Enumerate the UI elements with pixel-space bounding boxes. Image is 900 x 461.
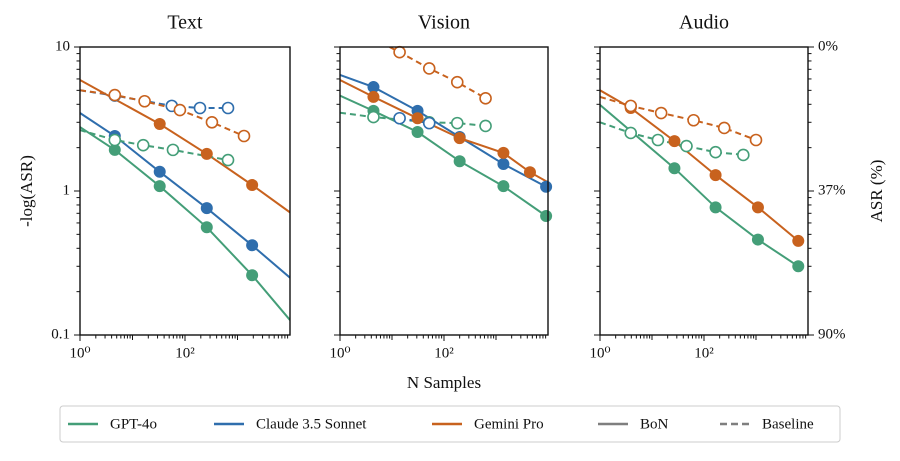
- legend-label: BoN: [640, 416, 669, 432]
- marker: [246, 179, 259, 192]
- x-tick-label: 10⁰: [589, 345, 610, 361]
- marker: [709, 201, 722, 214]
- marker: [792, 260, 805, 273]
- marker: [200, 147, 213, 160]
- marker: [450, 75, 464, 89]
- y-tick-label: 10: [55, 38, 70, 54]
- marker: [200, 221, 213, 234]
- marker: [153, 180, 166, 193]
- marker: [749, 133, 763, 147]
- marker: [367, 81, 380, 94]
- marker: [153, 165, 166, 178]
- x-tick-label: 10²: [175, 345, 195, 361]
- marker: [221, 153, 235, 167]
- marker: [654, 106, 668, 120]
- marker: [221, 101, 235, 115]
- marker: [136, 138, 150, 152]
- marker: [422, 62, 436, 75]
- y-tick-label: 1: [63, 182, 71, 198]
- panel-title: Audio: [679, 12, 729, 34]
- marker: [497, 157, 510, 170]
- panel-title: Text: [167, 12, 203, 34]
- legend-label: GPT-4o: [110, 416, 157, 432]
- plot-frame: [79, 46, 291, 336]
- series-line: [80, 112, 290, 279]
- x-tick-label: 10²: [434, 345, 454, 361]
- plot-frame: [339, 46, 549, 336]
- legend-label: Gemini Pro: [474, 416, 544, 432]
- marker: [479, 92, 492, 105]
- marker: [246, 269, 259, 282]
- marker: [497, 146, 510, 159]
- y2-axis-label: ASR (%): [867, 160, 886, 223]
- marker: [709, 145, 722, 159]
- marker: [393, 45, 406, 59]
- marker: [193, 101, 207, 115]
- marker: [668, 135, 681, 148]
- x-tick-label: 10²: [694, 345, 714, 361]
- marker: [540, 180, 553, 193]
- marker: [108, 133, 122, 147]
- y-tick-label: 0.1: [51, 326, 70, 342]
- marker: [411, 125, 424, 138]
- marker: [717, 121, 731, 135]
- x-tick-label: 10⁰: [329, 345, 350, 361]
- marker: [153, 117, 166, 130]
- y2-tick-label: 0%: [818, 38, 838, 54]
- x-tick-label: 10⁰: [69, 345, 90, 361]
- marker: [453, 132, 466, 145]
- marker: [205, 115, 219, 129]
- marker: [173, 103, 187, 117]
- marker: [422, 116, 436, 130]
- marker: [108, 143, 121, 156]
- marker: [108, 88, 122, 102]
- marker: [792, 234, 805, 247]
- marker: [367, 110, 380, 124]
- panel-title: Vision: [418, 12, 470, 34]
- marker: [624, 126, 638, 140]
- marker: [651, 133, 665, 147]
- marker: [497, 180, 510, 193]
- marker: [246, 239, 259, 252]
- marker: [624, 99, 638, 113]
- y-axis-label: -log(ASR): [17, 155, 36, 227]
- marker: [200, 202, 213, 215]
- series-line: [340, 94, 547, 217]
- marker: [737, 148, 750, 162]
- marker: [479, 119, 492, 133]
- marker: [166, 143, 180, 157]
- marker: [453, 155, 466, 168]
- marker: [751, 233, 764, 246]
- marker: [393, 111, 406, 125]
- legend-label: Claude 3.5 Sonnet: [256, 416, 367, 432]
- y2-tick-label: 37%: [818, 182, 846, 198]
- y2-tick-label: 90%: [818, 326, 846, 342]
- marker: [687, 113, 700, 127]
- marker: [680, 139, 693, 153]
- marker: [709, 169, 722, 182]
- marker: [751, 201, 764, 214]
- marker: [668, 162, 681, 175]
- marker: [523, 166, 536, 179]
- legend-label: Baseline: [762, 416, 814, 432]
- marker: [367, 90, 380, 103]
- marker: [237, 129, 251, 143]
- x-axis-label: N Samples: [407, 373, 481, 392]
- marker: [540, 210, 553, 223]
- marker: [450, 116, 464, 130]
- plot-frame: [599, 46, 809, 336]
- marker: [138, 94, 151, 108]
- marker: [411, 112, 424, 125]
- series-line: [340, 111, 486, 127]
- series-line: [80, 126, 290, 321]
- series-line: [600, 95, 757, 141]
